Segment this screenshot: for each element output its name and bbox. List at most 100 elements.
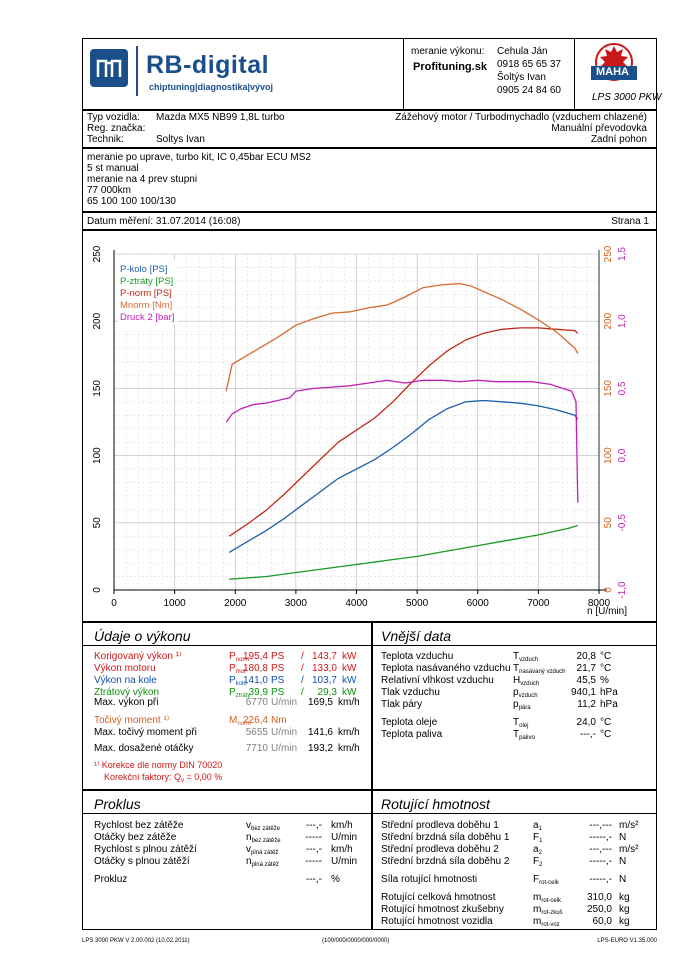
vnejsi-row-value: 940,1	[570, 687, 596, 698]
vykon-row-sym: P	[229, 651, 236, 662]
vnejsi-row-label: Tlak páry	[381, 699, 423, 710]
max-torque-rpm: 5655	[245, 727, 268, 738]
max-rpm-kmh: 193,2	[307, 743, 333, 754]
vnejsi-row-sym: T	[513, 651, 520, 662]
rotujici-row-sub: 1	[538, 826, 542, 832]
proklus-row-symbol: vbez zátěže	[246, 820, 280, 835]
vykon-row-unit-kw: kW	[342, 675, 357, 686]
y-tick-label-boost: -1,0	[617, 581, 628, 599]
vykon-row-unit-kw: kW	[342, 651, 357, 662]
y-tick-label-boost: -0,5	[617, 514, 628, 532]
chart-frame	[82, 230, 657, 622]
note-line-3: meranie na 4 prev stupni	[87, 174, 198, 185]
x-tick-label: 7000	[527, 598, 550, 609]
vnejsi-row-unit: %	[600, 675, 609, 686]
proklus-row-sub: bez zátěže	[251, 838, 281, 844]
rotujici-row-unit: kg	[619, 916, 630, 927]
x-tick-label: 2000	[224, 598, 247, 609]
rotujici-row-label: Střední prodleva doběhu 2	[381, 844, 499, 855]
vykon-title-rule	[82, 645, 657, 646]
proklus-row-sym: v	[246, 820, 251, 831]
vnejsi-row-sym: p	[513, 699, 519, 710]
norm-note: ¹⁾ Korekce dle normy DIN 70020	[94, 760, 223, 770]
x-tick-label: 1000	[164, 598, 187, 609]
vnejsi-row-unit: hPa	[600, 699, 618, 710]
rotujici-row-sym: m	[533, 916, 542, 927]
y-tick-label-left: 50	[92, 517, 103, 529]
rotujici-row-symbol: a1	[533, 820, 542, 835]
vnejsi-title: Vnější data	[381, 628, 452, 644]
proklus-row-unit: U/min	[331, 856, 358, 867]
vykon-row-unit-kw: kW	[342, 687, 357, 698]
vykon-title: Údaje o výkonu	[94, 628, 191, 644]
rotujici-row-sub: rot-voz	[541, 922, 560, 928]
vnejsi-row-sym: H	[513, 675, 521, 686]
vnejsi-row-symbol: Hvzduch	[513, 675, 539, 690]
vykon-row-value-ps: 180,8	[242, 663, 268, 674]
proklus-row-unit: %	[331, 874, 340, 885]
proklus-row-value: -----	[305, 832, 322, 843]
proklus-row-label: Prokluz	[94, 874, 128, 885]
lps-label: LPS 3000 PKW	[592, 92, 662, 103]
vnejsi-row-symbol: pvzduch	[513, 687, 538, 702]
vnejsi-row-value: 11,2	[577, 699, 596, 710]
vnejsi-row-symbol: ppára	[513, 699, 531, 714]
rotujici-row-value: ---,---	[589, 820, 612, 831]
shop-name: Profituning.sk	[413, 61, 487, 73]
vnejsi-row-sub: nasávaný vzduch	[519, 669, 566, 675]
rotujici-row-unit: N	[619, 832, 627, 843]
y-tick-label-torque: 100	[603, 447, 614, 464]
max-rpm-kmh-unit: km/h	[338, 743, 360, 754]
maha-logo-icon	[585, 42, 643, 88]
proklus-row-symbol: nbez zátěže	[246, 832, 281, 847]
legend-entry: P-norm [PS]	[120, 288, 172, 299]
y-tick-label-left: 0	[92, 587, 103, 593]
vnejsi-row-unit: hPa	[600, 687, 618, 698]
vykon-row-value-kw: 103,7	[311, 675, 337, 686]
y-tick-label-left: 200	[92, 312, 103, 329]
y-tick-label-boost: 1,0	[617, 314, 628, 328]
proklus-row-sym: n	[246, 856, 252, 867]
rotujici-row-label: Rotující hmotnost vozidla	[381, 916, 493, 927]
vnejsi-row-sub: vzduch	[518, 693, 538, 699]
rb-logo-icon	[90, 49, 128, 87]
proklus-row-sub: bez zátěže	[251, 826, 281, 832]
engine-type: Zážehový motor / Turbodmychadlo (vzduche…	[395, 112, 647, 123]
rotujici-row-sub: 1	[539, 838, 543, 844]
vykon-row-value-kw: 143,7	[311, 651, 337, 662]
rotujici-row-symbol: mrot-zkuš	[533, 904, 563, 919]
vykon-row-unit-ps: PS	[271, 687, 285, 698]
rotujici-row-symbol: mrot-celk	[533, 892, 561, 907]
rotujici-row-label: Rotující hmotnost zkušebny	[381, 904, 504, 915]
max-power-label: Max. výkon při	[94, 697, 159, 708]
vykon-row-value-kw: 29,3	[317, 687, 337, 698]
vnejsi-row-value: 45,5	[576, 675, 596, 686]
rotujici-row-symbol: F1	[533, 832, 542, 847]
typ-label: Typ vozidla:	[87, 112, 140, 123]
rotujici-row-sub: rot-zkuš	[541, 910, 563, 916]
y-tick-label-torque: 0	[603, 587, 614, 593]
y-tick-label-torque: 50	[603, 517, 614, 529]
vnejsi-row-sub: olej	[519, 723, 529, 729]
rotujici-row-sym: F	[533, 832, 540, 843]
vykon-row-sub: kolo	[235, 681, 247, 687]
max-power-label-row: Max. výkon při	[94, 697, 158, 708]
rotujici-row-sym: m	[533, 904, 542, 915]
max-power-rpm-unit: U/min	[271, 697, 298, 708]
vnejsi-row-sym: T	[513, 663, 520, 674]
rotujici-box	[372, 790, 657, 930]
series-line-4	[225, 282, 579, 392]
max-rpm-label: Max. dosažené otáčky	[94, 743, 194, 754]
footer-left: LPS 3000 PKW V 2.00.002 (10.02.2011)	[82, 938, 190, 944]
note-line-2: 5 st manual	[87, 163, 139, 174]
footer-center: (100/000/0000/000/0000)	[322, 938, 390, 944]
proklus-row-label: Rychlost bez zátěže	[94, 820, 184, 831]
reg-label: Reg. značka:	[87, 123, 146, 134]
rotujici-row-value: ---,---	[589, 844, 612, 855]
page-number: Strana 1	[611, 216, 649, 227]
vykon-row-sym: P	[229, 687, 236, 698]
y-tick-label-boost: 1,5	[617, 247, 628, 261]
y-tick-label-left: 100	[92, 447, 103, 464]
legend-entry: P-ztráty [PS]	[120, 276, 173, 287]
torque-symbol: Mnorm	[229, 715, 251, 730]
